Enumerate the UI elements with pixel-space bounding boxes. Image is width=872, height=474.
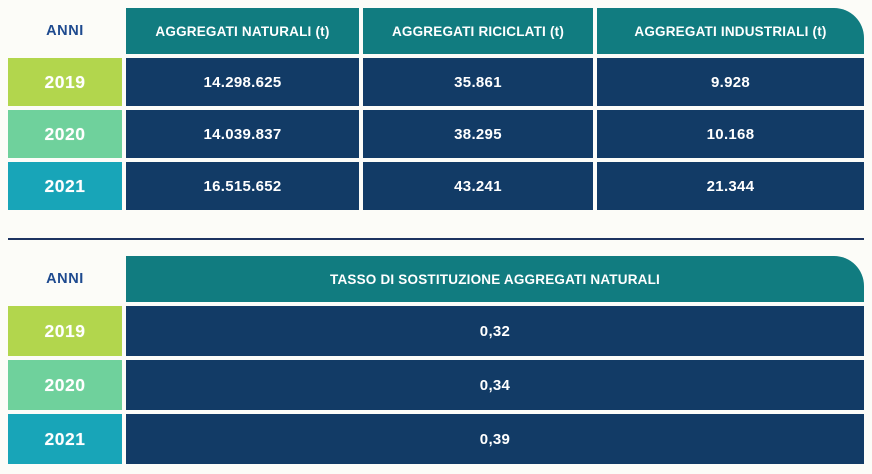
table1-value-riciclati-2021: 43.241: [363, 162, 593, 210]
table1-value-naturali-2019: 14.298.625: [126, 58, 359, 106]
table1-value-industriali-2020: 10.168: [597, 110, 864, 158]
table1-value-industriali-2021: 21.344: [597, 162, 864, 210]
table1-value-naturali-2020: 14.039.837: [126, 110, 359, 158]
table1-value-riciclati-2019: 35.861: [363, 58, 593, 106]
section-divider: [8, 238, 864, 240]
table1-year-cell-2021: 2021: [8, 162, 122, 210]
table1-year-cell-2019: 2019: [8, 58, 122, 106]
table1-column-header-industriali: AGGREGATI INDUSTRIALI (t): [597, 8, 864, 54]
table2-value-2021: 0,39: [126, 414, 864, 464]
table2-anni-header: ANNI: [46, 271, 84, 287]
table1-anni-header: ANNI: [46, 23, 84, 39]
table2-column-header-tasso: TASSO DI SOSTITUZIONE AGGREGATI NATURALI: [126, 256, 864, 302]
table1-year-cell-2020: 2020: [8, 110, 122, 158]
aggregates-table: ANNI AGGREGATI NATURALI (t) AGGREGATI RI…: [8, 8, 864, 210]
table2-value-2019: 0,32: [126, 306, 864, 356]
table1-column-header-riciclati: AGGREGATI RICICLATI (t): [363, 8, 593, 54]
table1-column-header-naturali: AGGREGATI NATURALI (t): [126, 8, 359, 54]
table1-value-industriali-2019: 9.928: [597, 58, 864, 106]
page: ANNI AGGREGATI NATURALI (t) AGGREGATI RI…: [8, 8, 864, 464]
substitution-rate-table: ANNI TASSO DI SOSTITUZIONE AGGREGATI NAT…: [8, 256, 864, 464]
table1-value-naturali-2021: 16.515.652: [126, 162, 359, 210]
table1-value-riciclati-2020: 38.295: [363, 110, 593, 158]
table2-value-2020: 0,34: [126, 360, 864, 410]
table2-year-cell-2020: 2020: [8, 360, 122, 410]
table2-year-cell-2019: 2019: [8, 306, 122, 356]
table2-year-cell-2021: 2021: [8, 414, 122, 464]
